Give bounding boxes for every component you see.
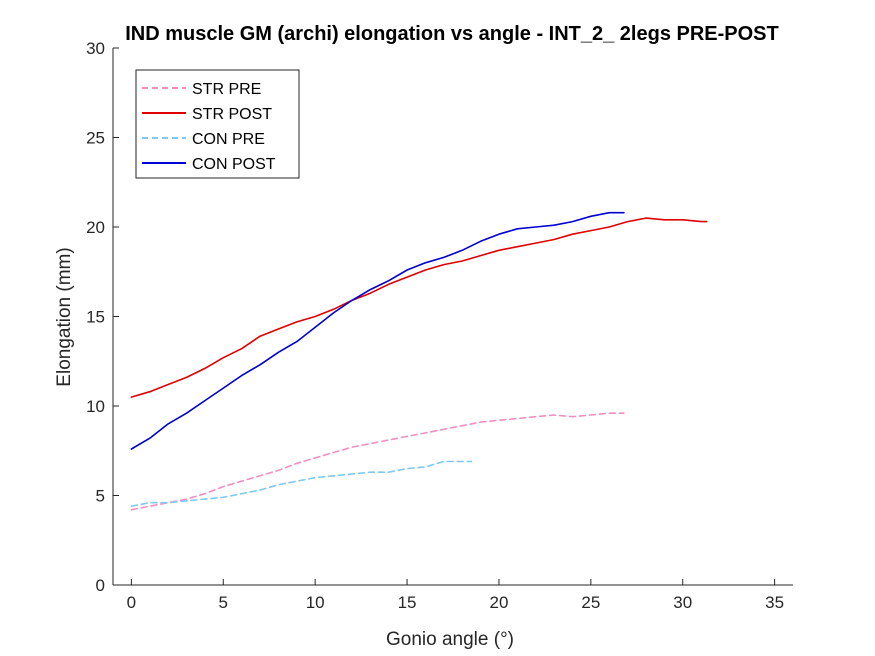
y-tick-label: 30: [86, 39, 105, 58]
x-tick-label: 20: [489, 593, 508, 612]
series-line-str-post: [130, 217, 708, 398]
series-line-con-pre: [130, 460, 473, 508]
chart-title: IND muscle GM (archi) elongation vs angl…: [125, 23, 779, 45]
legend-entry-label: STR PRE: [192, 81, 261, 98]
y-tick-label: 20: [86, 218, 105, 237]
y-axis-label: Elongation (mm): [54, 247, 75, 386]
x-tick-label: 10: [306, 593, 325, 612]
x-tick-label: 35: [765, 593, 784, 612]
y-tick-label: 25: [86, 129, 105, 148]
y-tick-label: 0: [96, 576, 105, 595]
ticks-layer: 0 5 10 15 20 25 30 35 0 5 10 15 20 25 30: [86, 39, 784, 612]
legend: STR PRE STR POST CON PRE CON POST: [135, 69, 300, 179]
y-tick-label: 5: [96, 487, 105, 506]
legend-entry-label: STR POST: [192, 106, 272, 123]
series-layer: [130, 211, 708, 511]
x-tick-label: 25: [581, 593, 600, 612]
legend-entry-label: CON PRE: [192, 131, 265, 148]
series-line-str-pre: [130, 412, 625, 511]
y-tick-label: 10: [86, 397, 105, 416]
series-line-con-post: [130, 211, 625, 450]
legend-entry-label: CON POST: [192, 156, 276, 173]
x-axis-label: Gonio angle (°): [386, 629, 514, 650]
x-tick-label: 15: [398, 593, 417, 612]
x-tick-label: 30: [673, 593, 692, 612]
x-tick-label: 5: [219, 593, 228, 612]
x-tick-label: 0: [127, 593, 136, 612]
y-tick-label: 15: [86, 308, 105, 327]
